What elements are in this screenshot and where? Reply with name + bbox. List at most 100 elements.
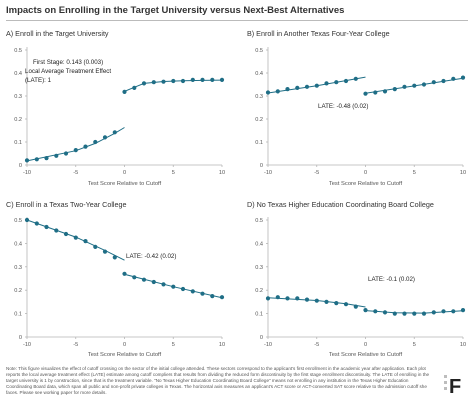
data-point-right xyxy=(382,89,388,94)
annotation-text: Local Average Treatment Effect xyxy=(25,68,111,75)
data-point-left xyxy=(334,80,339,85)
data-point-right xyxy=(190,289,195,294)
data-point-left xyxy=(24,217,30,223)
data-point-right xyxy=(412,83,417,88)
y-tick-label: 0.3 xyxy=(14,265,22,271)
x-tick-label: -10 xyxy=(23,342,31,348)
data-point-right xyxy=(161,282,166,287)
y-tick-label: 0.1 xyxy=(255,140,263,146)
data-point-right xyxy=(451,76,456,81)
data-point-left xyxy=(83,239,88,244)
data-point-right xyxy=(431,80,436,85)
x-tick-label: -5 xyxy=(73,170,78,176)
data-point-right xyxy=(402,311,407,316)
x-tick-label: 5 xyxy=(172,342,175,348)
data-point-left xyxy=(314,298,319,303)
data-point-right xyxy=(122,89,127,94)
data-point-right xyxy=(373,309,378,314)
brand-logo-icon: F xyxy=(444,375,461,398)
y-tick-label: 0.5 xyxy=(255,218,263,224)
data-point-left xyxy=(44,224,49,230)
data-point-right xyxy=(200,77,205,82)
data-point-right xyxy=(431,310,436,315)
data-point-right xyxy=(180,78,186,84)
y-tick-label: 0.5 xyxy=(255,48,263,54)
y-tick-label: 0.3 xyxy=(14,94,22,100)
data-point-left xyxy=(275,89,280,94)
data-point-left xyxy=(314,83,319,88)
data-point-left xyxy=(73,148,78,153)
y-tick-label: 0.2 xyxy=(255,288,263,294)
panel-a: A) Enroll in the Target University 0 0.1 0.… xyxy=(6,29,225,187)
data-point-right xyxy=(151,279,156,285)
data-point-left xyxy=(265,296,271,301)
y-tick-label: 0.5 xyxy=(14,218,22,224)
data-point-right xyxy=(141,81,147,86)
x-axis-label: Test Score Relative to Cutoff xyxy=(329,181,403,187)
annotation-text: LATE: -0.48 (0.02) xyxy=(318,103,368,110)
data-point-right xyxy=(412,311,417,316)
panel-title: A) Enroll in the Target University xyxy=(6,29,109,38)
data-point-left xyxy=(343,302,349,307)
annotation-text: (LATE): 1 xyxy=(25,77,52,84)
y-tick-label: 0 xyxy=(260,335,263,341)
data-point-left xyxy=(102,135,108,140)
left-fit-line xyxy=(26,219,125,261)
y-tick-label: 0.2 xyxy=(255,117,263,123)
data-point-right xyxy=(373,90,378,95)
data-point-right xyxy=(392,311,397,316)
x-tick-label: -5 xyxy=(73,342,78,348)
y-tick-label: 0.4 xyxy=(255,241,263,247)
data-point-right xyxy=(122,271,127,276)
data-point-right xyxy=(151,80,156,85)
data-point-left xyxy=(54,153,59,158)
x-tick-label: -10 xyxy=(264,170,272,176)
panel-title: D) No Texas Higher Education Coordinatin… xyxy=(247,200,434,209)
y-tick-label: 0.4 xyxy=(14,241,22,247)
y-tick-label: 0 xyxy=(260,163,263,169)
data-point-left xyxy=(63,231,69,237)
y-tick-label: 0.4 xyxy=(255,71,263,77)
data-point-right xyxy=(210,294,215,299)
x-tick-label: 5 xyxy=(413,342,416,348)
y-tick-label: 0.3 xyxy=(255,265,263,271)
data-point-right xyxy=(392,87,397,92)
data-point-right xyxy=(219,295,225,300)
data-point-left xyxy=(93,244,98,249)
data-point-left xyxy=(275,295,280,300)
x-tick-label: -5 xyxy=(314,342,319,348)
panel-title: C) Enroll in a Texas Two-Year College xyxy=(6,200,127,209)
x-tick-label: 10 xyxy=(219,342,225,348)
y-tick-label: 0.1 xyxy=(14,140,22,146)
y-tick-label: 0.2 xyxy=(14,288,22,294)
data-point-left xyxy=(334,301,339,306)
figure-note: Note: This figure visualizes the effect … xyxy=(6,366,430,396)
x-tick-label: 0 xyxy=(123,170,126,176)
data-point-left xyxy=(304,84,310,89)
data-point-right xyxy=(132,85,137,90)
data-point-right xyxy=(132,275,137,280)
x-tick-label: 0 xyxy=(123,342,126,348)
data-point-left xyxy=(44,156,49,161)
data-point-right xyxy=(141,277,147,282)
y-tick-label: 0 xyxy=(19,335,22,341)
x-tick-label: 10 xyxy=(460,342,466,348)
panel-c: C) Enroll in a Texas Two-Year College 0 0.… xyxy=(6,200,225,358)
data-point-right xyxy=(210,77,215,82)
data-point-left xyxy=(83,144,88,149)
data-point-right xyxy=(421,82,427,87)
title-divider xyxy=(6,20,468,21)
annotation-text: First Stage: 0.143 (0.003) xyxy=(33,59,103,66)
left-fit-line xyxy=(26,127,125,162)
data-point-right xyxy=(441,309,446,314)
data-point-left xyxy=(324,81,329,86)
data-point-right xyxy=(171,78,176,84)
data-point-right xyxy=(161,79,166,84)
data-point-right xyxy=(460,308,466,313)
data-point-right xyxy=(382,310,388,315)
data-point-left xyxy=(285,87,290,92)
x-tick-label: -10 xyxy=(264,342,272,348)
panel-b: B) Enroll in Another Texas Four-Year Col… xyxy=(247,29,466,187)
y-tick-label: 0.1 xyxy=(14,312,22,318)
